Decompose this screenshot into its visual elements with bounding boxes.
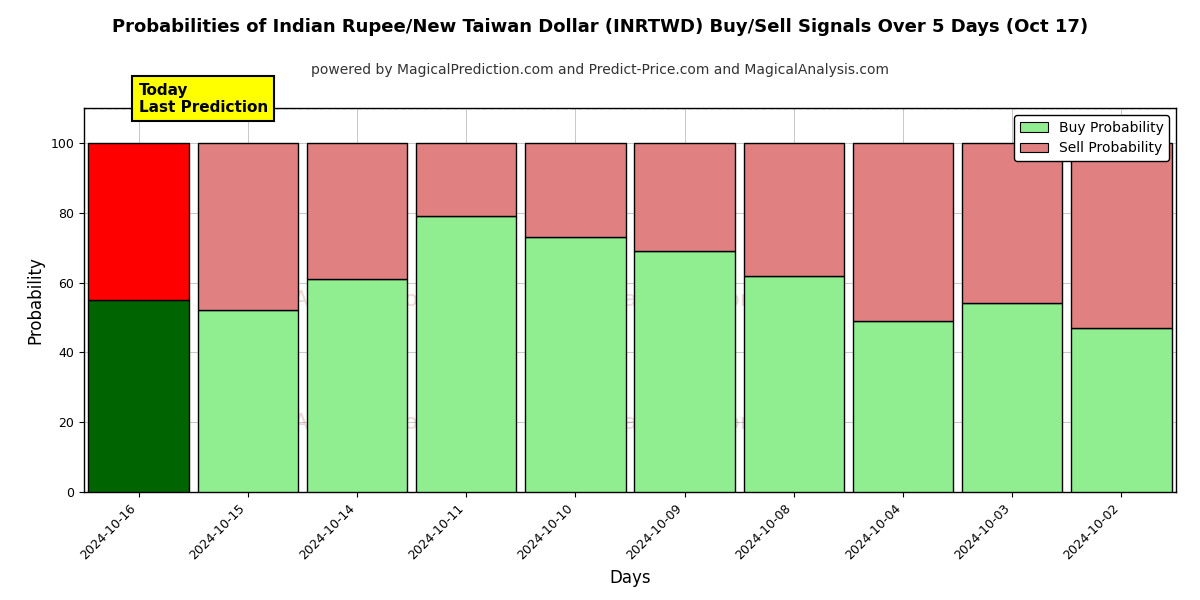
Bar xyxy=(744,275,844,492)
Bar xyxy=(962,143,1062,304)
Text: powered by MagicalPrediction.com and Predict-Price.com and MagicalAnalysis.com: powered by MagicalPrediction.com and Pre… xyxy=(311,63,889,77)
Bar xyxy=(89,143,188,300)
Bar xyxy=(307,143,407,279)
Bar xyxy=(853,143,953,321)
Bar xyxy=(416,216,516,492)
Text: Probabilities of Indian Rupee/New Taiwan Dollar (INRTWD) Buy/Sell Signals Over 5: Probabilities of Indian Rupee/New Taiwan… xyxy=(112,18,1088,36)
Text: MagicalPrediction.com: MagicalPrediction.com xyxy=(559,413,810,433)
Bar xyxy=(962,304,1062,492)
Legend: Buy Probability, Sell Probability: Buy Probability, Sell Probability xyxy=(1014,115,1169,161)
Bar xyxy=(744,143,844,275)
Y-axis label: Probability: Probability xyxy=(26,256,44,344)
Bar xyxy=(853,321,953,492)
Bar xyxy=(1072,328,1171,492)
Bar xyxy=(635,143,734,251)
X-axis label: Days: Days xyxy=(610,569,650,587)
Bar xyxy=(526,143,625,237)
Text: MagicalPrediction.com: MagicalPrediction.com xyxy=(559,290,810,310)
Text: MagicalAnalysis.com: MagicalAnalysis.com xyxy=(209,413,440,433)
Bar xyxy=(198,310,298,492)
Text: Today
Last Prediction: Today Last Prediction xyxy=(139,83,268,115)
Bar xyxy=(89,300,188,492)
Bar xyxy=(416,143,516,216)
Bar xyxy=(1072,143,1171,328)
Bar xyxy=(198,143,298,310)
Bar xyxy=(307,279,407,492)
Bar xyxy=(635,251,734,492)
Text: MagicalAnalysis.com: MagicalAnalysis.com xyxy=(209,290,440,310)
Bar xyxy=(526,237,625,492)
